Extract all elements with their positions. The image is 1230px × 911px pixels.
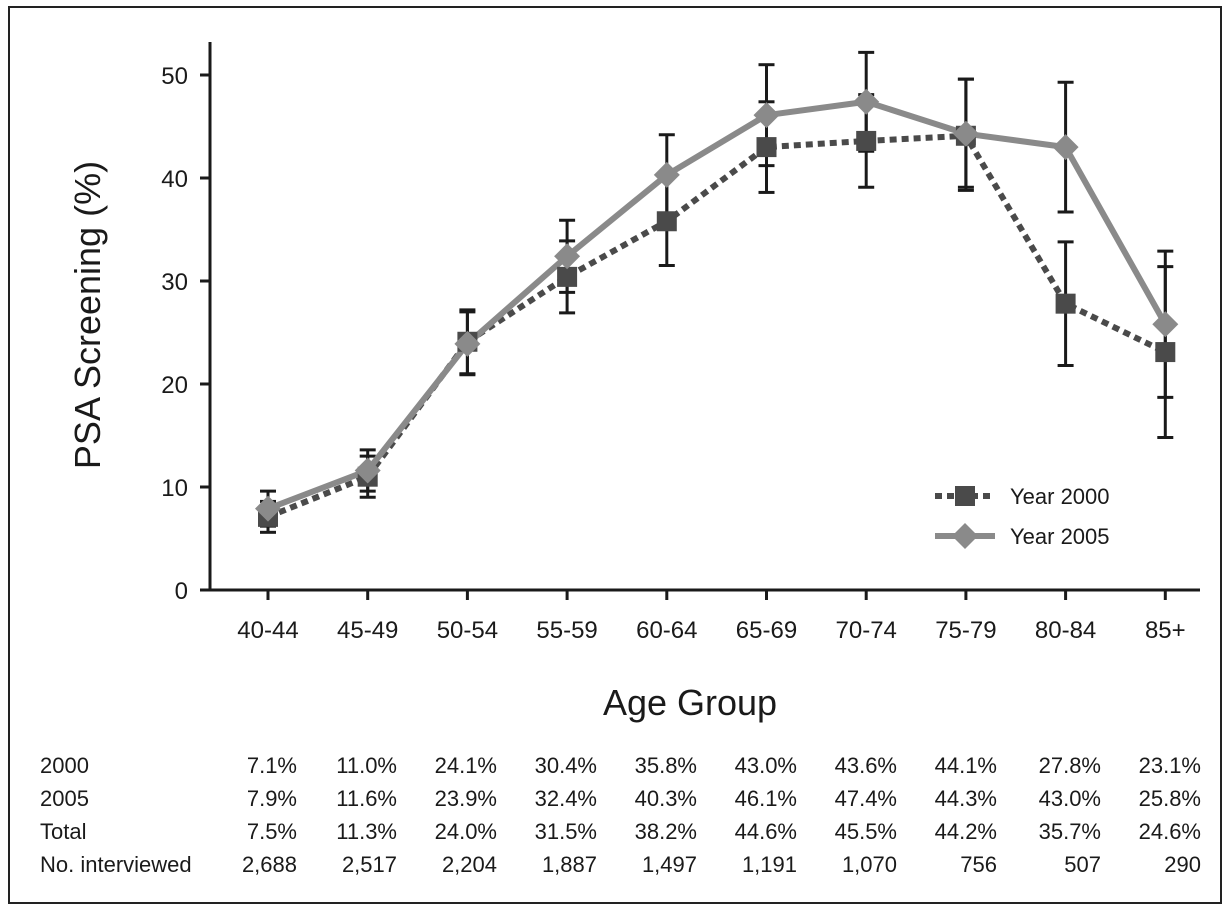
table-cell: 1,070 — [842, 852, 897, 877]
marker-square — [1055, 293, 1076, 314]
table-cell: 290 — [1164, 852, 1201, 877]
y-tick-label: 20 — [161, 372, 188, 399]
y-tick-label: 40 — [161, 166, 188, 193]
series-line-2005 — [266, 98, 1168, 512]
table-cell: 23.1% — [1139, 753, 1201, 778]
table-cell: 7.5% — [247, 819, 297, 844]
legend: Year 2000 Year 2005 — [935, 484, 1110, 549]
marker-diamond — [554, 243, 581, 270]
legend-entry: Year 2005 — [935, 523, 1110, 549]
series-markers — [255, 88, 1179, 527]
x-axis-title: Age Group — [603, 682, 777, 723]
axes: 0 10 20 30 40 50 40-44 45-49 50-54 55-59 60-64 65-6… — [161, 42, 1200, 644]
table-cell: 44.2% — [935, 819, 997, 844]
y-tick-label: 30 — [161, 269, 188, 296]
table-row-label: Total — [40, 819, 86, 844]
x-tick-label: 80-84 — [1035, 617, 1096, 644]
legend-label: Year 2000 — [1010, 484, 1110, 509]
table-cell: 38.2% — [635, 819, 697, 844]
table-cell: 27.8% — [1039, 753, 1101, 778]
marker-square — [1155, 342, 1176, 363]
marker-diamond — [653, 161, 680, 188]
table-cell: 44.1% — [935, 753, 997, 778]
marker-diamond — [354, 457, 381, 484]
table-cell: 507 — [1064, 852, 1101, 877]
table-cell: 43.0% — [735, 753, 797, 778]
table-cell: 1,497 — [642, 852, 697, 877]
marker-diamond — [454, 330, 481, 357]
series-line-2000 — [266, 132, 1167, 520]
x-tick-label: 60-64 — [636, 617, 697, 644]
legend-marker-diamond — [952, 523, 978, 549]
table-cell: 31.5% — [535, 819, 597, 844]
table-cell: 24.6% — [1139, 819, 1201, 844]
table-cell: 43.6% — [835, 753, 897, 778]
legend-entry: Year 2000 — [935, 484, 1110, 509]
table-cell: 35.8% — [635, 753, 697, 778]
y-tick-label: 0 — [175, 578, 188, 605]
legend-marker-square — [955, 486, 975, 506]
table-cell: 756 — [960, 852, 997, 877]
table-cell: 11.6% — [336, 786, 397, 811]
table-cell: 11.3% — [336, 819, 397, 844]
y-tick-label: 10 — [161, 475, 188, 502]
data-table: 2000 7.1% 11.0% 24.1% 30.4% 35.8% 43.0% 43.6% 44… — [40, 753, 1201, 877]
table-row-label: No. interviewed — [40, 852, 192, 877]
table-cell: 2,517 — [342, 852, 397, 877]
table-cell: 7.1% — [247, 753, 297, 778]
table-cell: 45.5% — [835, 819, 897, 844]
table-cell: 1,191 — [742, 852, 797, 877]
x-tick-label: 85+ — [1145, 617, 1186, 644]
table-cell: 2,204 — [442, 852, 497, 877]
marker-diamond — [753, 102, 780, 129]
table-cell: 30.4% — [535, 753, 597, 778]
x-tick-label: 40-44 — [237, 617, 298, 644]
marker-square — [557, 266, 578, 287]
y-axis-title: PSA Screening (%) — [67, 161, 108, 469]
x-tick-label: 50-54 — [437, 617, 498, 644]
marker-diamond — [1052, 134, 1079, 161]
x-tick-label: 65-69 — [736, 617, 797, 644]
table-row-label: 2000 — [40, 753, 89, 778]
table-cell: 43.0% — [1039, 786, 1101, 811]
marker-square — [856, 130, 877, 151]
series-lines — [266, 98, 1168, 520]
marker-square — [656, 211, 677, 232]
table-cell: 44.6% — [735, 819, 797, 844]
marker-diamond — [853, 88, 880, 115]
marker-square — [756, 137, 777, 158]
marker-diamond — [952, 120, 979, 147]
table-row-label: 2005 — [40, 786, 89, 811]
y-tick-label: 50 — [161, 63, 188, 90]
table-cell: 47.4% — [835, 786, 897, 811]
table-cell: 24.0% — [435, 819, 497, 844]
x-tick-label: 55-59 — [536, 617, 597, 644]
table-cell: 32.4% — [535, 786, 597, 811]
table-cell: 35.7% — [1039, 819, 1101, 844]
error-bars — [260, 50, 1174, 534]
table-cell: 2,688 — [242, 852, 297, 877]
table-cell: 40.3% — [635, 786, 697, 811]
table-cell: 44.3% — [935, 786, 997, 811]
table-cell: 23.9% — [435, 786, 497, 811]
marker-diamond — [1152, 311, 1179, 338]
table-cell: 25.8% — [1139, 786, 1201, 811]
legend-label: Year 2005 — [1010, 524, 1110, 549]
x-tick-label: 45-49 — [337, 617, 398, 644]
x-tick-label: 70-74 — [836, 617, 897, 644]
table-cell: 7.9% — [247, 786, 297, 811]
table-cell: 11.0% — [336, 753, 397, 778]
x-tick-label: 75-79 — [935, 617, 996, 644]
table-cell: 46.1% — [735, 786, 797, 811]
table-cell: 24.1% — [435, 753, 497, 778]
table-cell: 1,887 — [542, 852, 597, 877]
marker-diamond — [255, 495, 281, 522]
